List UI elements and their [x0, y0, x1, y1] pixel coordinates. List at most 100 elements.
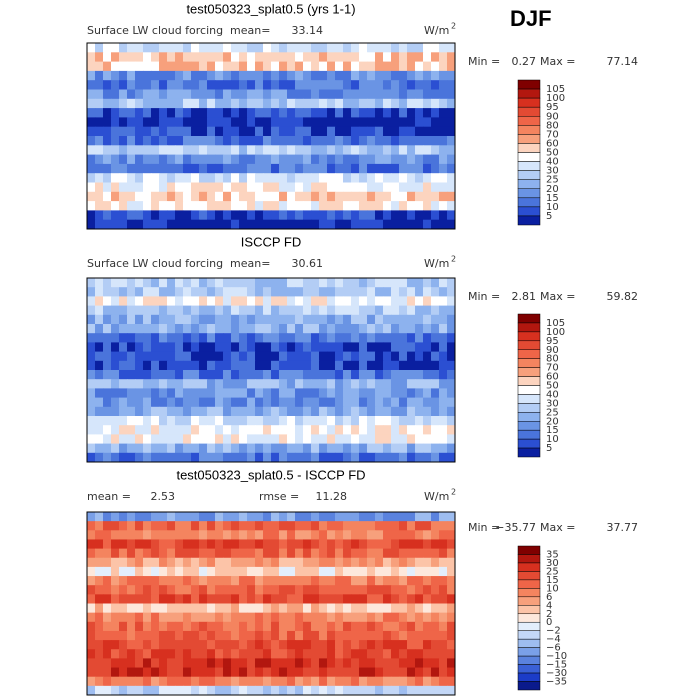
map-cell	[423, 576, 432, 586]
map-cell	[447, 630, 456, 641]
map-cell	[335, 566, 344, 577]
colorbar-box	[517, 394, 541, 404]
map-cell	[399, 370, 408, 380]
map-cell	[431, 201, 440, 211]
map-cell	[287, 287, 296, 297]
map-cell	[359, 388, 368, 399]
map-cell	[119, 649, 128, 659]
map-cell	[343, 434, 352, 445]
map-cell	[263, 548, 272, 559]
map-cell	[303, 685, 312, 696]
stat-value: 11.28	[316, 490, 348, 503]
map-cell	[263, 333, 272, 343]
map-cell	[431, 210, 440, 221]
map-cell	[143, 416, 152, 426]
map-cell	[343, 640, 352, 650]
map-cell	[199, 201, 208, 211]
map-cell	[295, 145, 304, 156]
map-cell	[343, 89, 352, 100]
map-cell	[415, 612, 424, 623]
map-cell	[279, 594, 288, 604]
map-cell	[191, 173, 200, 183]
map-cell	[279, 210, 288, 221]
map-cell	[415, 530, 424, 540]
map-cell	[391, 603, 400, 614]
min-label: Min =	[468, 521, 500, 534]
map-cell	[119, 89, 128, 100]
map-cell	[287, 425, 296, 435]
map-cell	[191, 136, 200, 146]
map-cell	[191, 649, 200, 659]
map-cell	[191, 676, 200, 687]
map-cell	[255, 434, 264, 445]
map-cell	[383, 324, 392, 334]
map-cell	[143, 163, 152, 174]
map-cell	[215, 425, 224, 435]
map-cell	[431, 658, 440, 669]
map-cell	[111, 370, 120, 380]
map-cell	[279, 658, 288, 669]
map-cell	[135, 219, 144, 230]
map-cell	[263, 416, 272, 426]
map-cell	[431, 287, 440, 297]
max-label: Max =	[540, 55, 575, 68]
map-cell	[151, 70, 160, 81]
map-cell	[223, 667, 232, 678]
map-cell	[399, 521, 408, 531]
colorbar-box	[517, 562, 541, 572]
map-cell	[383, 98, 392, 109]
map-cell	[311, 219, 320, 230]
map-cell	[287, 305, 296, 316]
map-cell	[343, 324, 352, 334]
map-cell	[239, 612, 248, 623]
map-cell	[279, 136, 288, 146]
map-cell	[127, 126, 136, 137]
map-cell	[327, 530, 336, 540]
map-cell	[279, 117, 288, 128]
colorbar-box	[517, 579, 541, 589]
map-cell	[111, 287, 120, 297]
map-cell	[215, 557, 224, 568]
map-cell	[287, 219, 296, 230]
map-cell	[375, 333, 384, 343]
map-cell	[143, 443, 152, 454]
map-cell	[175, 512, 184, 522]
map-cell	[415, 640, 424, 650]
map-cell	[439, 649, 448, 659]
map-cell	[319, 548, 328, 559]
map-cell	[279, 585, 288, 595]
map-cell	[287, 154, 296, 165]
map-cell	[311, 43, 320, 53]
map-cell	[335, 52, 344, 63]
map-cell	[415, 80, 424, 90]
map-cell	[351, 278, 360, 288]
map-cell	[423, 145, 432, 156]
map-cell	[223, 416, 232, 426]
map-cell	[263, 70, 272, 81]
map-cell	[343, 278, 352, 288]
map-cell	[311, 201, 320, 211]
map-cell	[287, 191, 296, 202]
map-cell	[247, 296, 256, 307]
map-cell	[287, 333, 296, 343]
map-cell	[311, 548, 320, 559]
map-cell	[231, 649, 240, 659]
map-cell	[127, 136, 136, 146]
map-cell	[327, 612, 336, 623]
map-cell	[207, 278, 216, 288]
map-cell	[191, 521, 200, 531]
map-cell	[255, 351, 264, 362]
map-cell	[167, 603, 176, 614]
map-cell	[303, 70, 312, 81]
map-cell	[399, 314, 408, 325]
map-cell	[319, 379, 328, 389]
map-cell	[287, 685, 296, 696]
map-cell	[287, 649, 296, 659]
map-cell	[391, 210, 400, 221]
map-cell	[271, 61, 280, 72]
colorbar-label: 10	[546, 202, 559, 213]
map-cell	[159, 287, 168, 297]
map-cell	[159, 191, 168, 202]
map-cell	[143, 685, 152, 696]
map-cell	[375, 43, 384, 53]
